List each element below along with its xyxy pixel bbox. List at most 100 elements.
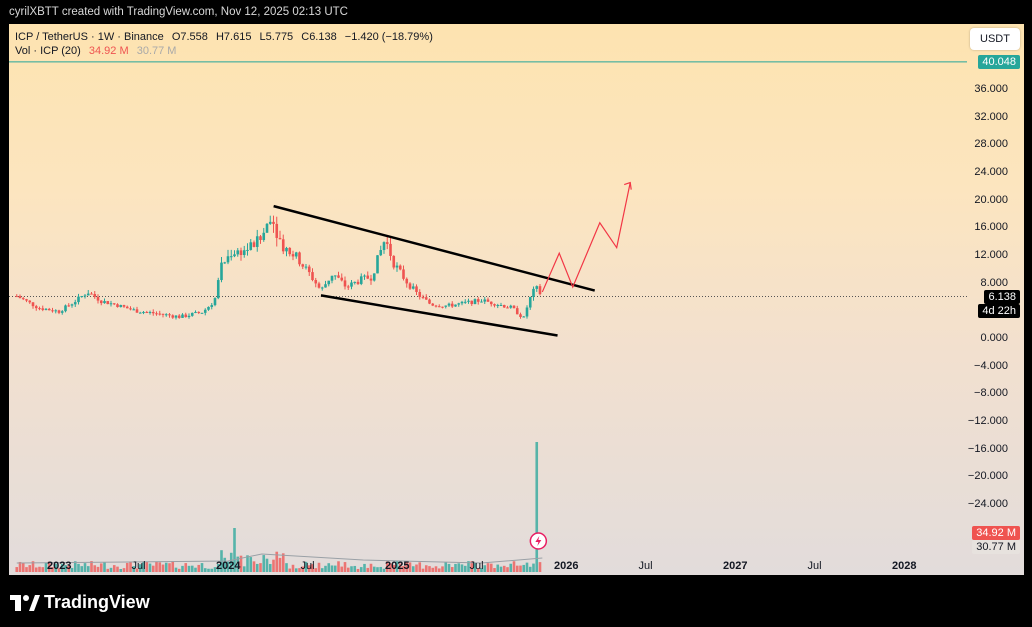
volume-bar <box>278 557 282 572</box>
candle-body <box>392 255 396 268</box>
candle-body <box>359 276 363 284</box>
price-axis-tick: 24.000 <box>974 165 1008 178</box>
volume-bar <box>187 565 191 572</box>
candle-body <box>376 255 379 274</box>
candle-body <box>509 305 513 308</box>
candle-body <box>281 239 285 252</box>
volume-bar <box>213 567 217 572</box>
price-axis-tick: −8.000 <box>974 387 1008 400</box>
candle-body <box>457 303 461 305</box>
volume-bar <box>177 568 181 572</box>
volume-bar <box>317 562 321 572</box>
volume-bar <box>463 565 467 572</box>
volume-bar <box>467 561 470 572</box>
volume-bar <box>509 563 513 572</box>
volume-bar <box>135 568 139 572</box>
candle-body <box>64 305 67 312</box>
volume-bar <box>515 565 519 572</box>
time-axis-tick: 2024 <box>216 560 241 572</box>
volume-bar <box>431 567 435 572</box>
candle-body <box>28 300 32 303</box>
price-axis-tick: 12.000 <box>974 248 1008 261</box>
volume-bar <box>392 564 396 572</box>
volume-bar <box>389 563 392 572</box>
volume-bar <box>109 567 113 572</box>
volume-ma-tag: 30.77 M <box>972 540 1020 554</box>
time-axis-tick: 2023 <box>47 560 72 572</box>
price-axis-tick: −24.000 <box>967 498 1008 511</box>
candle-body <box>213 298 217 306</box>
volume-bar <box>129 561 132 572</box>
volume-bar <box>203 568 207 572</box>
candle-body <box>519 314 522 317</box>
candle-body <box>112 303 116 305</box>
tradingview-logo[interactable]: TradingView <box>10 592 150 613</box>
volume-bar <box>444 562 448 572</box>
volume-bar <box>476 568 480 572</box>
candle-body <box>340 277 344 281</box>
candle-body <box>145 312 149 314</box>
volume-bar <box>337 561 340 572</box>
volume-bar <box>402 565 405 572</box>
time-axis-tick: 2027 <box>723 560 748 572</box>
time-axis-tick: Jul <box>469 560 484 572</box>
volume-bar <box>528 566 532 572</box>
candle-body <box>197 311 201 313</box>
candle-body <box>255 236 259 247</box>
chart-pane[interactable]: ICP / TetherUS · 1W · Binance O7.558 H7.… <box>9 24 1024 575</box>
volume-bar <box>418 562 422 572</box>
candle-body <box>129 308 132 310</box>
volume-bar <box>171 561 175 572</box>
volume-bar <box>294 568 298 572</box>
candle-body <box>249 242 253 250</box>
volume-bar <box>70 567 74 572</box>
candle-body <box>47 308 51 311</box>
volume-bar <box>350 566 353 572</box>
candle-body <box>350 282 353 287</box>
volume-bar <box>151 565 155 572</box>
volume-bar <box>288 568 292 572</box>
candle-body <box>34 306 38 309</box>
candle-body <box>480 301 483 303</box>
volume-bar <box>99 563 103 572</box>
candle-body <box>177 315 181 318</box>
volume-bar <box>83 563 87 572</box>
trendline-lower <box>320 294 558 337</box>
quote-currency-button[interactable]: USDT <box>970 28 1020 50</box>
time-axis-tick: 2028 <box>892 560 917 572</box>
volume-bar <box>122 568 126 572</box>
candle-body <box>330 275 334 281</box>
volume-bar <box>311 564 314 572</box>
volume-bar <box>538 562 542 572</box>
volume-bar <box>112 565 116 572</box>
candle-body <box>51 310 54 312</box>
time-axis-tick: Jul <box>807 560 822 572</box>
volume-bar <box>489 563 493 572</box>
volume-bar <box>493 568 496 572</box>
candle-body <box>294 252 298 257</box>
volume-bar <box>138 564 142 572</box>
candle-body <box>405 278 409 284</box>
candle-body <box>83 295 87 297</box>
volume-bar <box>405 561 409 572</box>
price-axis-tick: −4.000 <box>974 359 1008 372</box>
volume-bar <box>164 562 168 572</box>
volume-bar <box>86 566 90 572</box>
volume-label[interactable]: Vol · ICP (20) <box>15 45 81 57</box>
price-chart-svg[interactable] <box>9 24 1024 575</box>
volume-bar <box>174 567 178 572</box>
volume-bar <box>356 568 360 572</box>
candle-body <box>431 303 435 306</box>
candle-body <box>125 306 129 309</box>
symbol-name[interactable]: ICP / TetherUS · 1W · Binance <box>15 31 164 43</box>
volume-bar <box>298 568 301 572</box>
candle-body <box>356 281 360 284</box>
candle-body <box>54 310 58 312</box>
volume-bar <box>434 566 438 572</box>
candle-body <box>301 264 305 267</box>
volume-bar <box>460 564 464 572</box>
candle-body <box>90 293 93 295</box>
volume-bar <box>190 565 194 572</box>
volume-bar <box>525 562 529 572</box>
candle-body <box>418 291 422 297</box>
